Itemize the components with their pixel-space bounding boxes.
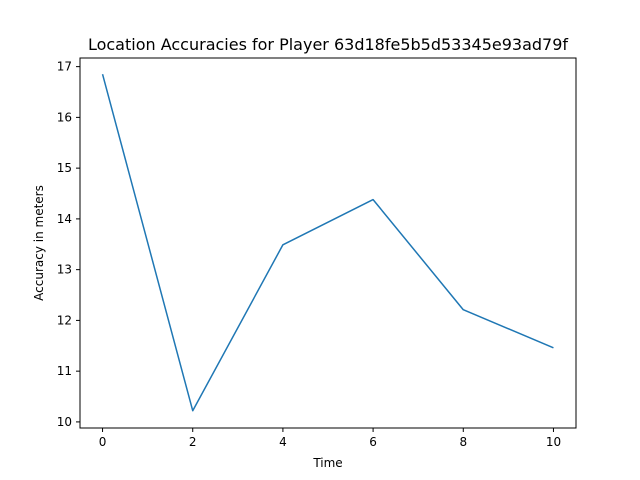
y-axis-label: Accuracy in meters bbox=[32, 185, 46, 301]
y-tick-label: 15 bbox=[57, 161, 72, 175]
plot-frame bbox=[79, 57, 577, 429]
y-tick-label: 13 bbox=[57, 263, 72, 277]
plot-area bbox=[80, 58, 576, 428]
y-tick-label: 16 bbox=[57, 110, 72, 124]
y-axis: 10 11 12 13 14 15 16 17 bbox=[57, 60, 80, 429]
series-line bbox=[101, 74, 554, 412]
y-tick-label: 12 bbox=[57, 313, 72, 327]
y-tick-label: 11 bbox=[57, 364, 72, 378]
y-tick-label: 17 bbox=[57, 60, 72, 74]
x-tick-label: 6 bbox=[369, 435, 377, 449]
x-tick-label: 0 bbox=[99, 435, 107, 449]
chart-title: Location Accuracies for Player 63d18fe5b… bbox=[88, 35, 568, 54]
x-tick-label: 4 bbox=[279, 435, 287, 449]
x-axis-label: Time bbox=[312, 456, 342, 470]
y-tick-label: 14 bbox=[57, 212, 72, 226]
series-layer bbox=[101, 74, 554, 412]
x-axis: 0 2 4 6 8 10 bbox=[99, 428, 561, 449]
x-tick-label: 10 bbox=[546, 435, 561, 449]
x-tick-label: 2 bbox=[189, 435, 197, 449]
x-tick-label: 8 bbox=[459, 435, 467, 449]
y-tick-label: 10 bbox=[57, 415, 72, 429]
